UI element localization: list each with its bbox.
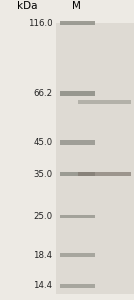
Bar [60,214,95,218]
Text: M: M [72,1,81,11]
Bar [60,253,95,257]
Text: 14.4: 14.4 [33,281,52,290]
Text: 45.0: 45.0 [33,138,52,147]
Text: 35.0: 35.0 [33,169,52,178]
Bar [60,172,95,176]
Text: 66.2: 66.2 [33,89,52,98]
Bar [60,21,95,26]
Bar [60,91,95,96]
Bar [78,100,131,104]
Text: 18.4: 18.4 [33,250,52,260]
Bar [78,172,131,176]
Text: 116.0: 116.0 [28,19,52,28]
Text: kDa: kDa [17,1,37,11]
Text: 25.0: 25.0 [33,212,52,221]
Bar [60,140,95,145]
Bar [56,23,134,294]
Bar [60,284,95,288]
